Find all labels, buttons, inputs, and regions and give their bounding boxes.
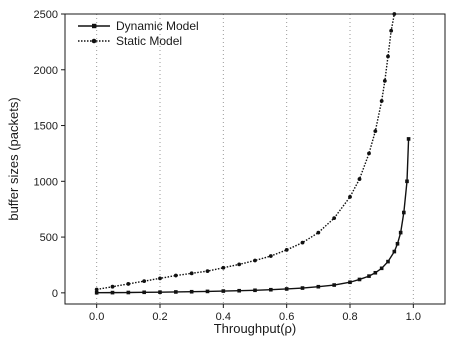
data-point <box>268 254 273 258</box>
data-point <box>332 283 336 287</box>
series-dynamic-model <box>94 137 411 295</box>
data-point <box>126 282 131 286</box>
x-tick-label: 0.2 <box>152 311 167 323</box>
data-point <box>405 179 409 184</box>
data-point <box>237 288 241 293</box>
data-point <box>392 12 397 16</box>
data-point <box>126 290 131 295</box>
data-point <box>253 258 257 263</box>
axis-ticks: 0.0 0.2 0.4 0.6 0.8 1.0 0 500 1000 1500 2000 2500 <box>34 9 421 323</box>
y-tick-label: 2500 <box>34 9 58 21</box>
data-point <box>373 129 378 134</box>
data-point <box>398 230 403 235</box>
data-point <box>402 210 406 215</box>
data-point <box>386 259 390 264</box>
data-point <box>158 276 162 281</box>
y-axis-title: buffer sizes (packets) <box>6 97 21 220</box>
x-tick-label: 0.0 <box>89 311 104 323</box>
y-tick-label: 2000 <box>34 65 58 77</box>
y-tick-label: 1000 <box>34 176 58 188</box>
data-point <box>269 287 273 292</box>
data-point <box>367 274 371 278</box>
data-point <box>205 289 210 294</box>
data-point <box>406 137 411 141</box>
data-point <box>284 248 289 252</box>
data-point <box>142 279 147 284</box>
grid-lines <box>96 14 414 304</box>
data-point <box>382 79 387 83</box>
data-point <box>332 216 337 221</box>
data-point <box>110 290 115 295</box>
data-point <box>316 284 321 289</box>
data-point <box>174 290 178 294</box>
data-point <box>392 249 397 254</box>
data-point <box>94 290 99 295</box>
x-tick-label: 0.8 <box>342 311 357 323</box>
data-point <box>221 289 226 293</box>
data-point <box>158 290 162 294</box>
y-tick-label: 1500 <box>34 121 58 133</box>
data-point <box>379 266 384 271</box>
data-point <box>284 287 289 291</box>
data-point <box>300 240 305 245</box>
data-point <box>386 54 390 59</box>
x-tick-label: 1.0 <box>406 311 421 323</box>
legend-label: Dynamic Model <box>116 19 199 33</box>
legend-label: Static Model <box>116 34 182 48</box>
data-point <box>189 271 194 276</box>
data-point <box>389 28 394 33</box>
x-tick-label: 0.6 <box>279 311 294 323</box>
data-point <box>367 151 371 156</box>
data-point <box>357 177 362 181</box>
data-point <box>110 284 115 289</box>
y-tick-label: 0 <box>52 288 58 300</box>
data-point <box>300 286 305 290</box>
data-point <box>205 269 210 273</box>
series-line <box>96 138 410 294</box>
series-static-model <box>94 12 397 292</box>
plot-frame <box>64 13 446 305</box>
data-point <box>173 273 178 278</box>
data-point <box>379 99 384 103</box>
data-point <box>348 280 352 285</box>
data-point <box>316 230 321 235</box>
x-tick-label: 0.4 <box>216 311 231 323</box>
legend-marker <box>91 38 97 44</box>
data-point <box>221 265 226 270</box>
data-point <box>373 270 378 275</box>
data-point <box>94 287 99 292</box>
data-point <box>357 277 362 282</box>
data-point <box>237 262 242 267</box>
x-axis-title: Throughput(ρ) <box>214 321 297 336</box>
series-layer <box>94 12 411 295</box>
data-point <box>253 288 257 293</box>
y-tick-label: 500 <box>40 232 58 244</box>
series-line <box>96 13 396 291</box>
data-point <box>189 289 194 294</box>
data-point <box>348 195 352 199</box>
legend-marker <box>92 23 97 29</box>
data-point <box>395 241 400 246</box>
data-point <box>142 290 146 295</box>
